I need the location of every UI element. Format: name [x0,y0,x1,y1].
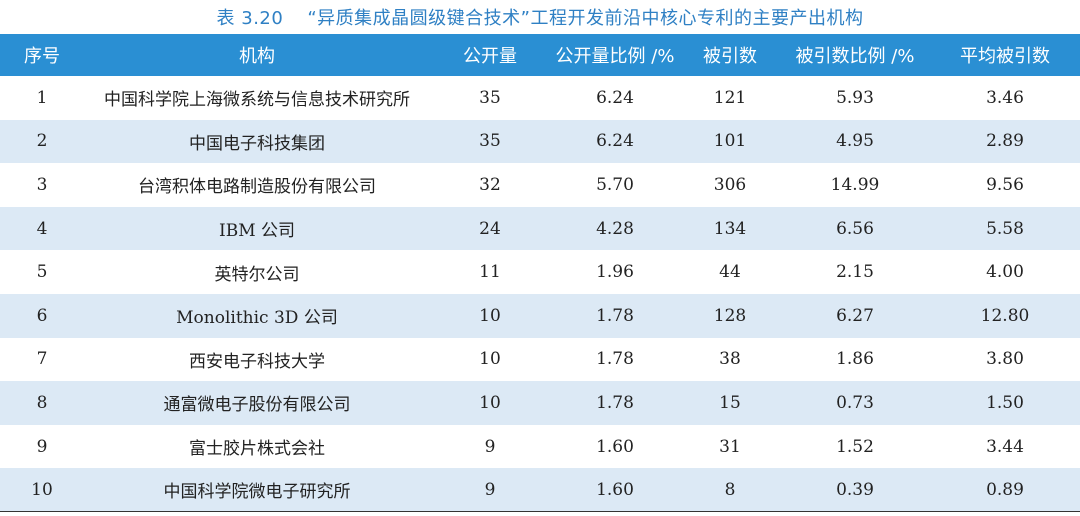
header-citations: 被引数 [703,46,757,67]
avg-citations-cell: 3.80 [986,349,1024,370]
avg-citations-cell: 3.46 [986,87,1024,108]
avg-citations-cell: 0.89 [930,468,1080,513]
table-row: 8 通富微电子股份有限公司 10 1.78 15 0.73 1.50 [0,381,1080,425]
header-citation-ratio: 被引数比例 /% [795,46,915,67]
citations-cell: 8 [680,468,780,513]
header-rank: 序号 [24,46,60,67]
publication-ratio-cell: 1.78 [596,305,634,326]
publication-ratio-cell: 4.28 [596,218,634,239]
publications-cell: 10 [479,392,501,413]
rank-cell: 10 [0,468,84,513]
citation-ratio-cell: 4.95 [836,131,874,152]
citations-cell: 134 [713,218,747,239]
rank-cell: 1 [36,87,48,108]
table-caption: 表 3.20 “异质集成晶圆级键合技术”工程开发前沿中核心专利的主要产出机构 [0,0,1080,34]
table-row: 4 IBM 公司 24 4.28 134 6.56 5.58 [0,206,1080,251]
publication-ratio-cell: 5.70 [596,174,634,195]
table-row: 5 英特尔公司 11 1.96 44 2.15 4.00 [0,250,1080,294]
publications-cell: 32 [479,174,501,195]
table-row: 6 Monolithic 3D 公司 10 1.78 128 6.27 12.80 [0,293,1080,338]
institution-cell: 中国科学院上海微系统与信息技术研究所 [104,90,410,111]
publication-ratio-cell: 1.78 [596,392,634,413]
avg-citations-cell: 4.00 [986,262,1024,283]
publications-cell: 10 [479,305,501,326]
publications-cell: 9 [430,468,550,513]
publication-ratio-cell: 1.60 [596,436,634,457]
institution-cell: 英特尔公司 [214,264,300,285]
publications-cell: 9 [484,436,496,457]
header-institution: 机构 [239,46,275,67]
citation-ratio-cell: 5.93 [836,87,874,108]
rank-cell: 8 [36,392,48,413]
publication-ratio-cell: 1.78 [596,349,634,370]
publications-cell: 10 [479,349,501,370]
rank-cell: 4 [36,218,48,239]
rank-cell: 7 [36,349,48,370]
header-row: 序号 机构 公开量 公开量比例 /% 被引数 被引数比例 /% 平均被引数 [0,34,1080,76]
avg-citations-cell: 9.56 [986,174,1024,195]
table-row: 7 西安电子科技大学 10 1.78 38 1.86 3.80 [0,338,1080,382]
table-row: 9 富士胶片株式会社 9 1.60 31 1.52 3.44 [0,425,1080,469]
publications-cell: 11 [479,262,501,283]
table-title: “异质集成晶圆级键合技术”工程开发前沿中核心专利的主要产出机构 [307,8,864,29]
citation-ratio-cell: 6.56 [836,218,874,239]
rank-cell: 2 [36,131,48,152]
citations-cell: 121 [713,87,747,108]
avg-citations-cell: 5.58 [986,218,1024,239]
rank-cell: 3 [36,174,48,195]
avg-citations-cell: 2.89 [986,131,1024,152]
citation-ratio-cell: 1.52 [836,436,874,457]
header-publications: 公开量 [463,46,517,67]
citations-cell: 31 [719,436,741,457]
institution-cell: 台湾积体电路制造股份有限公司 [138,177,376,198]
rank-cell: 5 [36,262,48,283]
citation-ratio-cell: 14.99 [830,174,880,195]
citation-ratio-cell: 0.73 [836,392,874,413]
table-row: 10 中国科学院微电子研究所 9 1.60 8 0.39 0.89 [0,468,1080,513]
institution-cell: IBM 公司 [218,221,296,242]
publication-ratio-cell: 1.60 [550,468,680,513]
citation-ratio-cell: 0.39 [780,468,930,513]
publication-ratio-cell: 6.24 [596,87,634,108]
institution-cell: 富士胶片株式会社 [189,439,325,460]
rank-cell: 6 [36,305,48,326]
publications-cell: 35 [479,87,501,108]
publication-ratio-cell: 1.96 [596,262,634,283]
citations-cell: 128 [713,305,747,326]
citation-ratio-cell: 1.86 [836,349,874,370]
publication-ratio-cell: 6.24 [596,131,634,152]
avg-citations-cell: 3.44 [986,436,1024,457]
publications-cell: 35 [479,131,501,152]
institutions-table: 序号 机构 公开量 公开量比例 /% 被引数 被引数比例 /% 平均被引数 1 中… [0,34,1080,513]
citations-cell: 44 [719,262,741,283]
avg-citations-cell: 1.50 [986,392,1024,413]
avg-citations-cell: 12.80 [980,305,1030,326]
institution-cell: 中国电子科技集团 [189,133,325,154]
citations-cell: 101 [713,131,747,152]
rank-cell: 9 [36,436,48,457]
table-row: 1 中国科学院上海微系统与信息技术研究所 35 6.24 121 5.93 3.46 [0,76,1080,120]
citation-ratio-cell: 6.27 [836,305,874,326]
header-avg-citations: 平均被引数 [960,46,1050,67]
institution-cell: 通富微电子股份有限公司 [163,395,351,416]
citations-cell: 306 [713,174,747,195]
table-row: 3 台湾积体电路制造股份有限公司 32 5.70 306 14.99 9.56 [0,163,1080,207]
citations-cell: 15 [719,392,741,413]
citation-ratio-cell: 2.15 [836,262,874,283]
citations-cell: 38 [719,349,741,370]
institution-cell: 西安电子科技大学 [189,351,325,372]
table-row: 2 中国电子科技集团 35 6.24 101 4.95 2.89 [0,119,1080,164]
institution-cell: 中国科学院微电子研究所 [84,468,430,513]
publications-cell: 24 [479,218,501,239]
institution-cell: Monolithic 3D 公司 [176,308,338,329]
header-publication-ratio: 公开量比例 /% [555,46,675,67]
table-number: 表 3.20 [216,8,284,29]
